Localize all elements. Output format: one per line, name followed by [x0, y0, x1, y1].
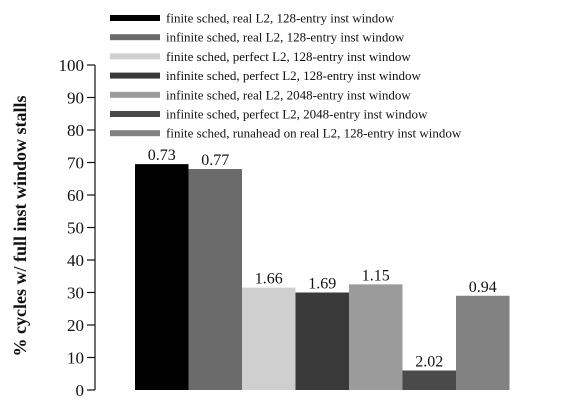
legend-swatch	[110, 111, 160, 117]
legend: finite sched, real L2, 128-entry inst wi…	[110, 11, 462, 141]
bar-value-label: 0.77	[201, 152, 229, 169]
bar-value-label: 2.02	[415, 354, 443, 371]
legend-entry-label: infinite sched, perfect L2, 2048-entry i…	[166, 107, 428, 122]
bar-7	[456, 295, 510, 390]
legend-swatch	[110, 91, 160, 98]
bar-2	[188, 169, 242, 390]
y-tick-label: 50	[67, 219, 84, 238]
bar-6	[402, 370, 456, 390]
y-tick-label: 0	[76, 381, 85, 400]
y-tick-label: 20	[67, 316, 84, 335]
legend-entry-label: finite sched, runahead on real L2, 128-e…	[166, 126, 462, 141]
y-tick-label: 30	[67, 284, 84, 303]
bar-value-label: 1.66	[255, 271, 283, 288]
y-axis-label: % cycles w/ full inst window stalls	[10, 95, 30, 356]
legend-entry-label: finite sched, real L2, 128-entry inst wi…	[166, 11, 395, 26]
legend-swatch	[110, 53, 160, 60]
bars: 0.73 0.77 1.66 1.69 1.15 2.02 0.94	[135, 147, 510, 390]
legend-entry-label: infinite sched, real L2, 128-entry inst …	[166, 30, 405, 45]
y-tick-label: 90	[67, 89, 84, 108]
y-tick-label: 10	[67, 349, 84, 368]
y-tick-label: 80	[67, 121, 84, 140]
y-tick-label: 60	[67, 186, 84, 205]
bar-1	[135, 164, 189, 390]
legend-swatch	[110, 72, 160, 79]
bar-value-label: 0.73	[148, 147, 176, 164]
legend-entry-label: infinite sched, real L2, 2048-entry inst…	[166, 87, 411, 102]
y-tick-label: 100	[59, 56, 85, 75]
legend-swatch	[110, 15, 160, 21]
bar-value-label: 1.15	[362, 267, 390, 284]
bar-5	[349, 284, 403, 390]
bar-value-label: 0.94	[469, 279, 497, 296]
bar-value-label: 1.69	[308, 276, 336, 293]
y-tick-label: 40	[67, 251, 84, 270]
y-tick-label: 70	[67, 154, 84, 173]
bar-4	[295, 292, 349, 390]
legend-swatch	[110, 34, 160, 41]
bar-3	[242, 287, 296, 390]
y-axis: 0 10 20 30 40 50 60 70 80 90 100	[59, 56, 96, 400]
legend-entry-label: finite sched, perfect L2, 128-entry inst…	[166, 49, 411, 64]
legend-entry-label: infinite sched, perfect L2, 128-entry in…	[166, 68, 421, 83]
legend-swatch	[110, 130, 160, 137]
